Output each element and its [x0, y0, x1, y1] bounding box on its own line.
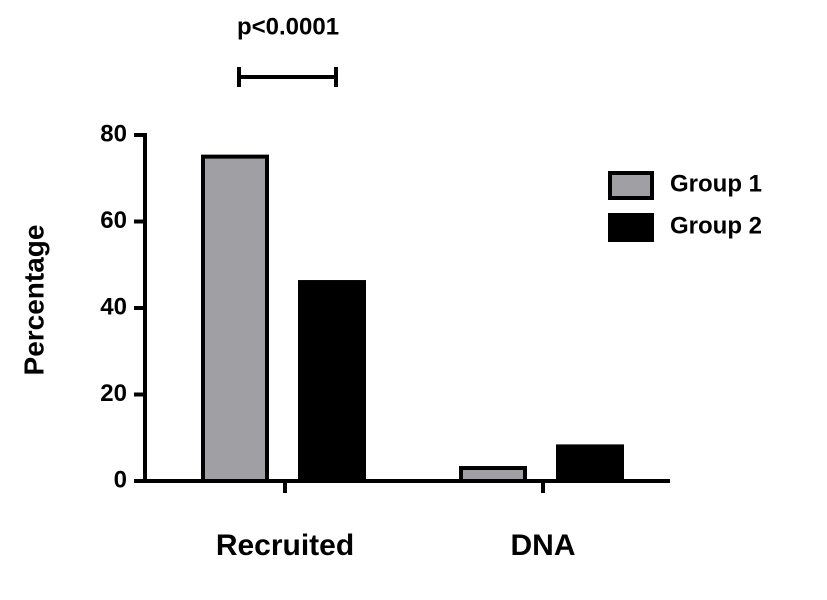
annotation: p<0.0001	[237, 13, 339, 40]
y-axis-label: Percentage	[18, 225, 49, 376]
y-tick-label: 20	[100, 380, 127, 407]
bar	[298, 280, 366, 483]
legend-label: Group 2	[670, 212, 762, 239]
x-tick-label: DNA	[511, 529, 576, 562]
y-tick-label: 80	[100, 120, 127, 147]
bar	[201, 154, 269, 483]
y-tick-label: 0	[114, 466, 127, 493]
y-tick-label: 40	[100, 293, 127, 320]
bar	[556, 444, 624, 483]
legend-swatch	[608, 171, 654, 200]
y-tick-label: 60	[100, 207, 127, 234]
legend-swatch	[608, 213, 654, 242]
x-tick-label: Recruited	[216, 529, 354, 562]
bar	[459, 466, 527, 483]
legend-label: Group 1	[670, 170, 762, 197]
